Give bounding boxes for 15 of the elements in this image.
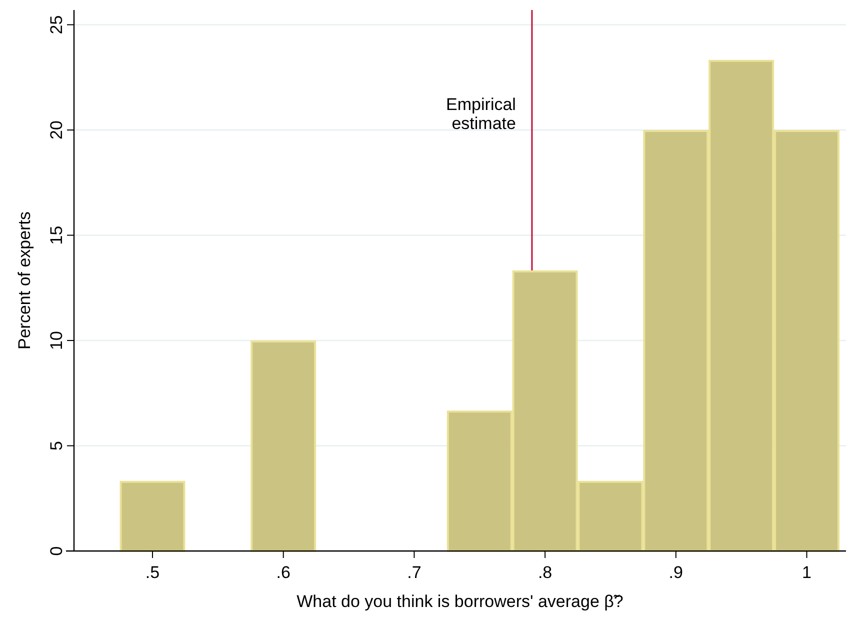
x-axis-title: What do you think is borrowers' average β̃? bbox=[296, 592, 624, 611]
x-tick-label: .6 bbox=[276, 563, 290, 582]
y-tick-label: 10 bbox=[47, 331, 66, 350]
y-tick-label: 15 bbox=[47, 226, 66, 245]
x-tick-label: 1 bbox=[802, 563, 812, 582]
x-tick-label: .8 bbox=[538, 563, 552, 582]
y-tick-label: 25 bbox=[47, 15, 66, 34]
ref-line-label: Empirical estimate bbox=[446, 94, 516, 133]
x-tick-label: .5 bbox=[145, 563, 160, 582]
x-tick-label: .7 bbox=[407, 563, 422, 582]
y-tick-label: 20 bbox=[47, 120, 66, 140]
y-tick-label: 0 bbox=[47, 546, 66, 556]
x-tick-label: .9 bbox=[668, 563, 683, 582]
y-axis-title: Percent of experts bbox=[15, 212, 34, 350]
y-tick-label: 5 bbox=[47, 441, 66, 450]
